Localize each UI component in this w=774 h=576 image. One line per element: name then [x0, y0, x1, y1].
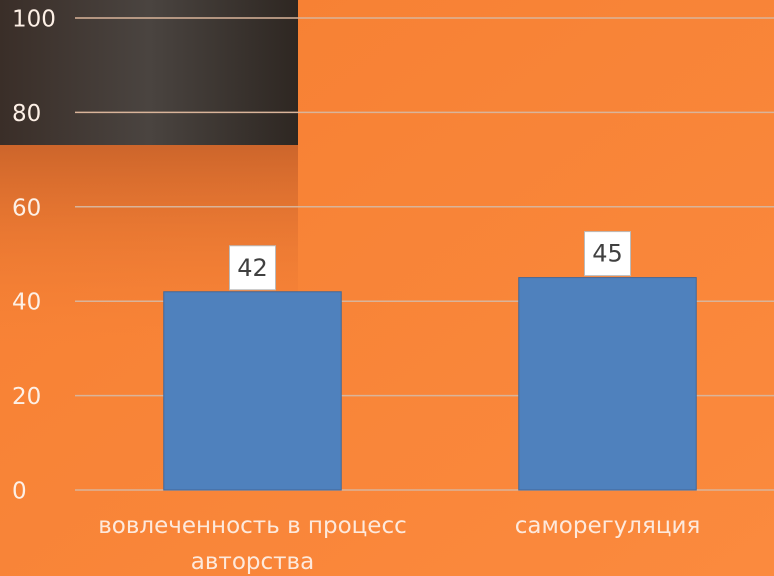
y-tick-label: 100 [12, 7, 56, 33]
data-label: 42 [237, 254, 268, 282]
data-label: 45 [592, 240, 623, 268]
slide: 0 20 40 60 80 100 42 45 вовлеченность в процесс… [0, 0, 774, 576]
y-tick-label: 80 [12, 101, 41, 127]
x-tick-label: саморегуляция [423, 508, 774, 544]
bar [164, 292, 342, 490]
bar [519, 278, 697, 490]
y-tick-label: 60 [12, 195, 41, 221]
y-tick-label: 40 [12, 290, 41, 316]
chart: 0 20 40 60 80 100 42 45 [0, 0, 774, 576]
y-tick-label: 0 [12, 479, 27, 505]
y-tick-label: 20 [12, 384, 41, 410]
x-tick-label: вовлеченность в процесс авторства [68, 508, 438, 576]
